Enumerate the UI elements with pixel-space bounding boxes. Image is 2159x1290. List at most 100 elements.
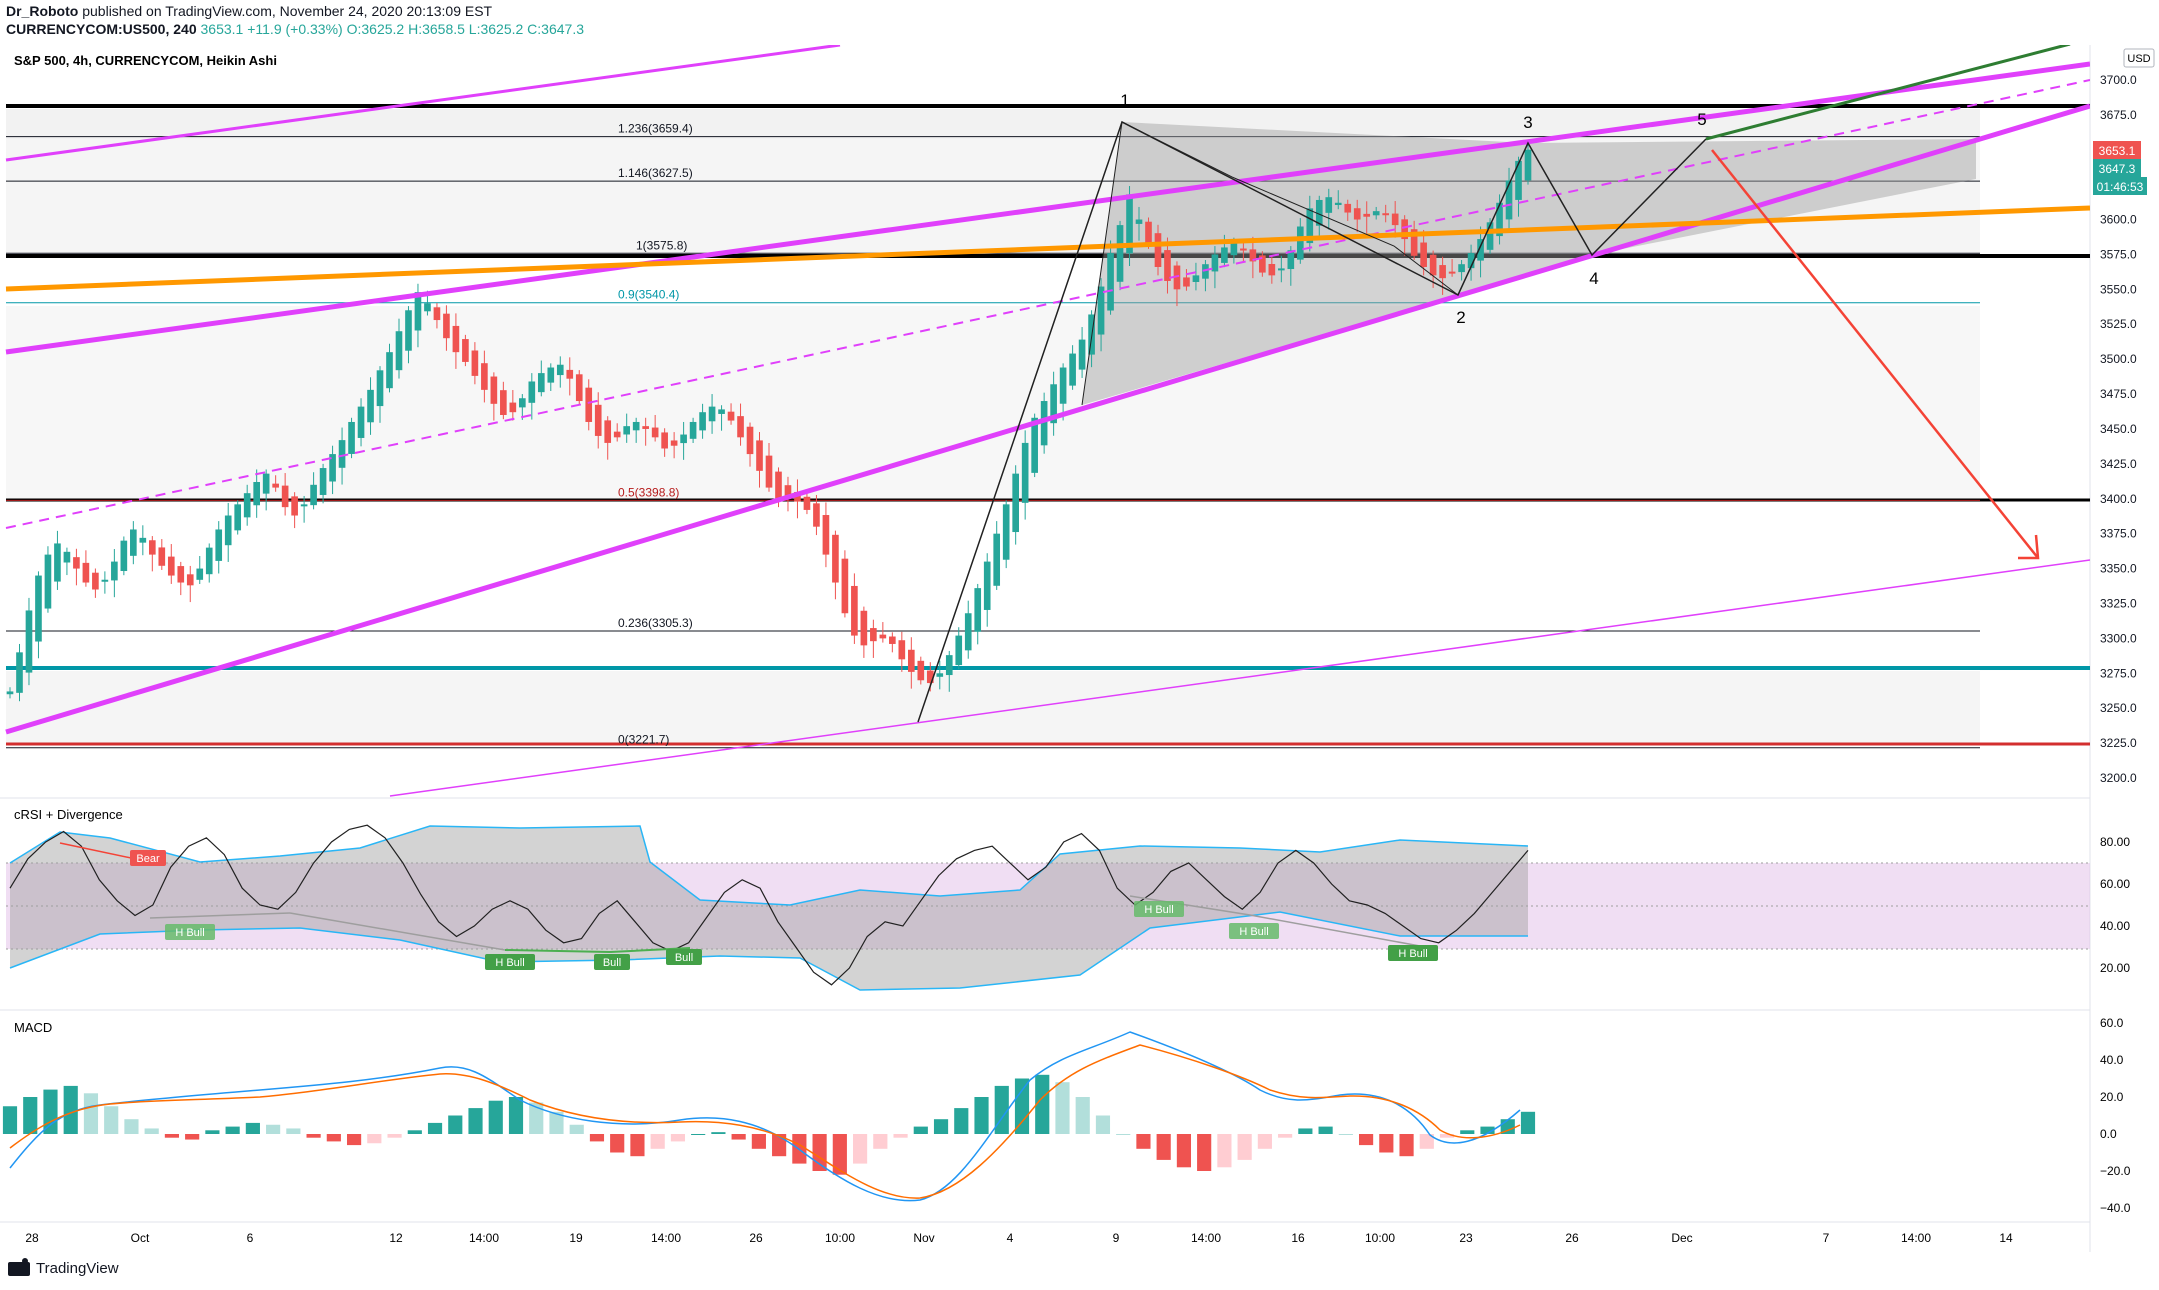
candle-body xyxy=(1315,199,1323,226)
candle-body xyxy=(54,543,61,582)
macd-bar xyxy=(873,1134,888,1149)
fib-retracement[interactable]: 1.236(3659.4) 1.146(3627.5) 1(3575.8) 0.9(3… xyxy=(6,122,1980,749)
time-tick: 14:00 xyxy=(469,1231,499,1245)
price-tick: 3200.0 xyxy=(2100,771,2137,785)
signal-badge xyxy=(485,954,535,970)
candle-body xyxy=(1097,286,1105,335)
candle-body xyxy=(386,352,393,389)
macd-bar xyxy=(1075,1097,1090,1134)
price-tick: 3575.0 xyxy=(2100,247,2137,261)
candle-body xyxy=(756,440,763,471)
orange-trendline xyxy=(5,205,2090,292)
macd-bar xyxy=(1318,1126,1333,1134)
macd-tick: −40.0 xyxy=(2100,1201,2131,1215)
candle-body xyxy=(63,551,71,563)
candle-body xyxy=(851,585,858,636)
channel-lower xyxy=(5,103,2090,735)
candle-body xyxy=(983,561,991,610)
candle-body xyxy=(281,485,289,508)
macd-bar xyxy=(286,1128,301,1134)
macd-tick: 40.0 xyxy=(2100,1053,2124,1067)
candle-body xyxy=(832,534,839,583)
price-badges: 3653.1 3647.3 01:46:53 xyxy=(2093,141,2147,195)
candle-body xyxy=(1050,384,1057,424)
candle-body xyxy=(130,529,137,556)
wave-helper-lines xyxy=(1081,121,1459,406)
candle-body xyxy=(803,496,811,510)
currency-button[interactable] xyxy=(2123,48,2155,68)
candle-body xyxy=(471,350,479,376)
candle-body xyxy=(537,373,545,393)
candle-body xyxy=(167,556,175,576)
candle-body xyxy=(613,431,621,438)
time-tick: 9 xyxy=(1113,1231,1120,1245)
publisher-name[interactable]: Dr_Roboto xyxy=(6,3,79,19)
macd-bar xyxy=(1095,1115,1111,1134)
candle-body xyxy=(964,613,972,651)
price-tick: 3425.0 xyxy=(2100,457,2137,471)
candle-body xyxy=(917,660,925,681)
tradingview-logo[interactable]: TradingView xyxy=(8,1257,119,1277)
candle-body xyxy=(1183,277,1190,287)
price-axis[interactable]: 3700.03675.03650.03625.03600.03575.03550… xyxy=(2100,73,2137,785)
candle-body xyxy=(452,325,460,353)
signal-badge xyxy=(666,949,702,965)
wave-label-5: 5 xyxy=(1697,110,1706,129)
fib-level-label: 1(3575.8) xyxy=(636,238,687,252)
fib-level-label: 0(3221.7) xyxy=(618,733,669,747)
signal-text: H Bull xyxy=(1239,926,1268,938)
candle-body xyxy=(243,493,251,518)
macd-bar xyxy=(43,1089,58,1134)
tradingview-logo-icon xyxy=(8,1257,30,1276)
candle-body xyxy=(158,547,166,566)
candle-body xyxy=(481,363,488,390)
candle-body xyxy=(926,670,934,684)
candle-body xyxy=(509,402,517,413)
candle-body xyxy=(1486,222,1494,250)
macd-bar xyxy=(1419,1134,1434,1149)
macd-bar xyxy=(1439,1134,1455,1138)
candle-body xyxy=(898,640,906,660)
candle-body xyxy=(1372,211,1380,216)
heikin-ashi-candles xyxy=(6,141,1532,702)
candle-body xyxy=(699,412,706,431)
candle-body xyxy=(784,485,792,499)
macd-bar xyxy=(326,1134,341,1142)
candle-body xyxy=(765,455,773,488)
macd-bar xyxy=(1358,1134,1374,1146)
chart-canvas[interactable]: S&P 500, 4h, CURRENCYCOM, Heikin Ashi cR… xyxy=(0,40,2159,1252)
macd-bar xyxy=(711,1132,726,1134)
time-tick: 6 xyxy=(247,1231,254,1245)
candle-body xyxy=(224,515,232,546)
macd-bar xyxy=(367,1134,382,1144)
time-axis[interactable]: 28 Oct 6 12 14:00 19 14:00 26 10:00 Nov 4 9 14:00 16 1… xyxy=(25,1231,2013,1245)
candle-body xyxy=(907,649,915,672)
macd-bar xyxy=(164,1134,180,1138)
macd-bar xyxy=(650,1134,665,1149)
macd-bar xyxy=(589,1134,605,1142)
macd-bar xyxy=(144,1128,159,1134)
macd-bar xyxy=(1338,1134,1353,1135)
candle-body xyxy=(291,496,298,516)
candle-body xyxy=(1429,254,1437,276)
candle-body xyxy=(1211,254,1219,272)
time-tick: 23 xyxy=(1459,1231,1473,1245)
candle-body xyxy=(1002,504,1010,560)
fib-level-label: 0.5(3398.8) xyxy=(618,485,679,499)
macd-bar xyxy=(1480,1126,1495,1134)
divergence-signals[interactable]: Bear H Bull H Bull Bull Bull H Bull H Bull H Bu… xyxy=(130,850,1438,970)
macd-bar xyxy=(1379,1134,1394,1153)
candle-body xyxy=(101,579,109,582)
candle-body xyxy=(1467,253,1475,269)
candle-body xyxy=(1249,249,1257,262)
candle-body xyxy=(177,566,185,583)
wave-label-2: 2 xyxy=(1456,308,1465,327)
price-change: +11.9 (+0.33%) xyxy=(247,21,343,37)
signal-text: H Bull xyxy=(175,927,204,939)
macd-bar xyxy=(529,1102,544,1134)
macd-bar xyxy=(1298,1128,1313,1134)
candle-body xyxy=(945,655,953,676)
candle-body xyxy=(395,331,403,371)
wave-label-3: 3 xyxy=(1523,113,1532,132)
time-tick: 19 xyxy=(569,1231,583,1245)
